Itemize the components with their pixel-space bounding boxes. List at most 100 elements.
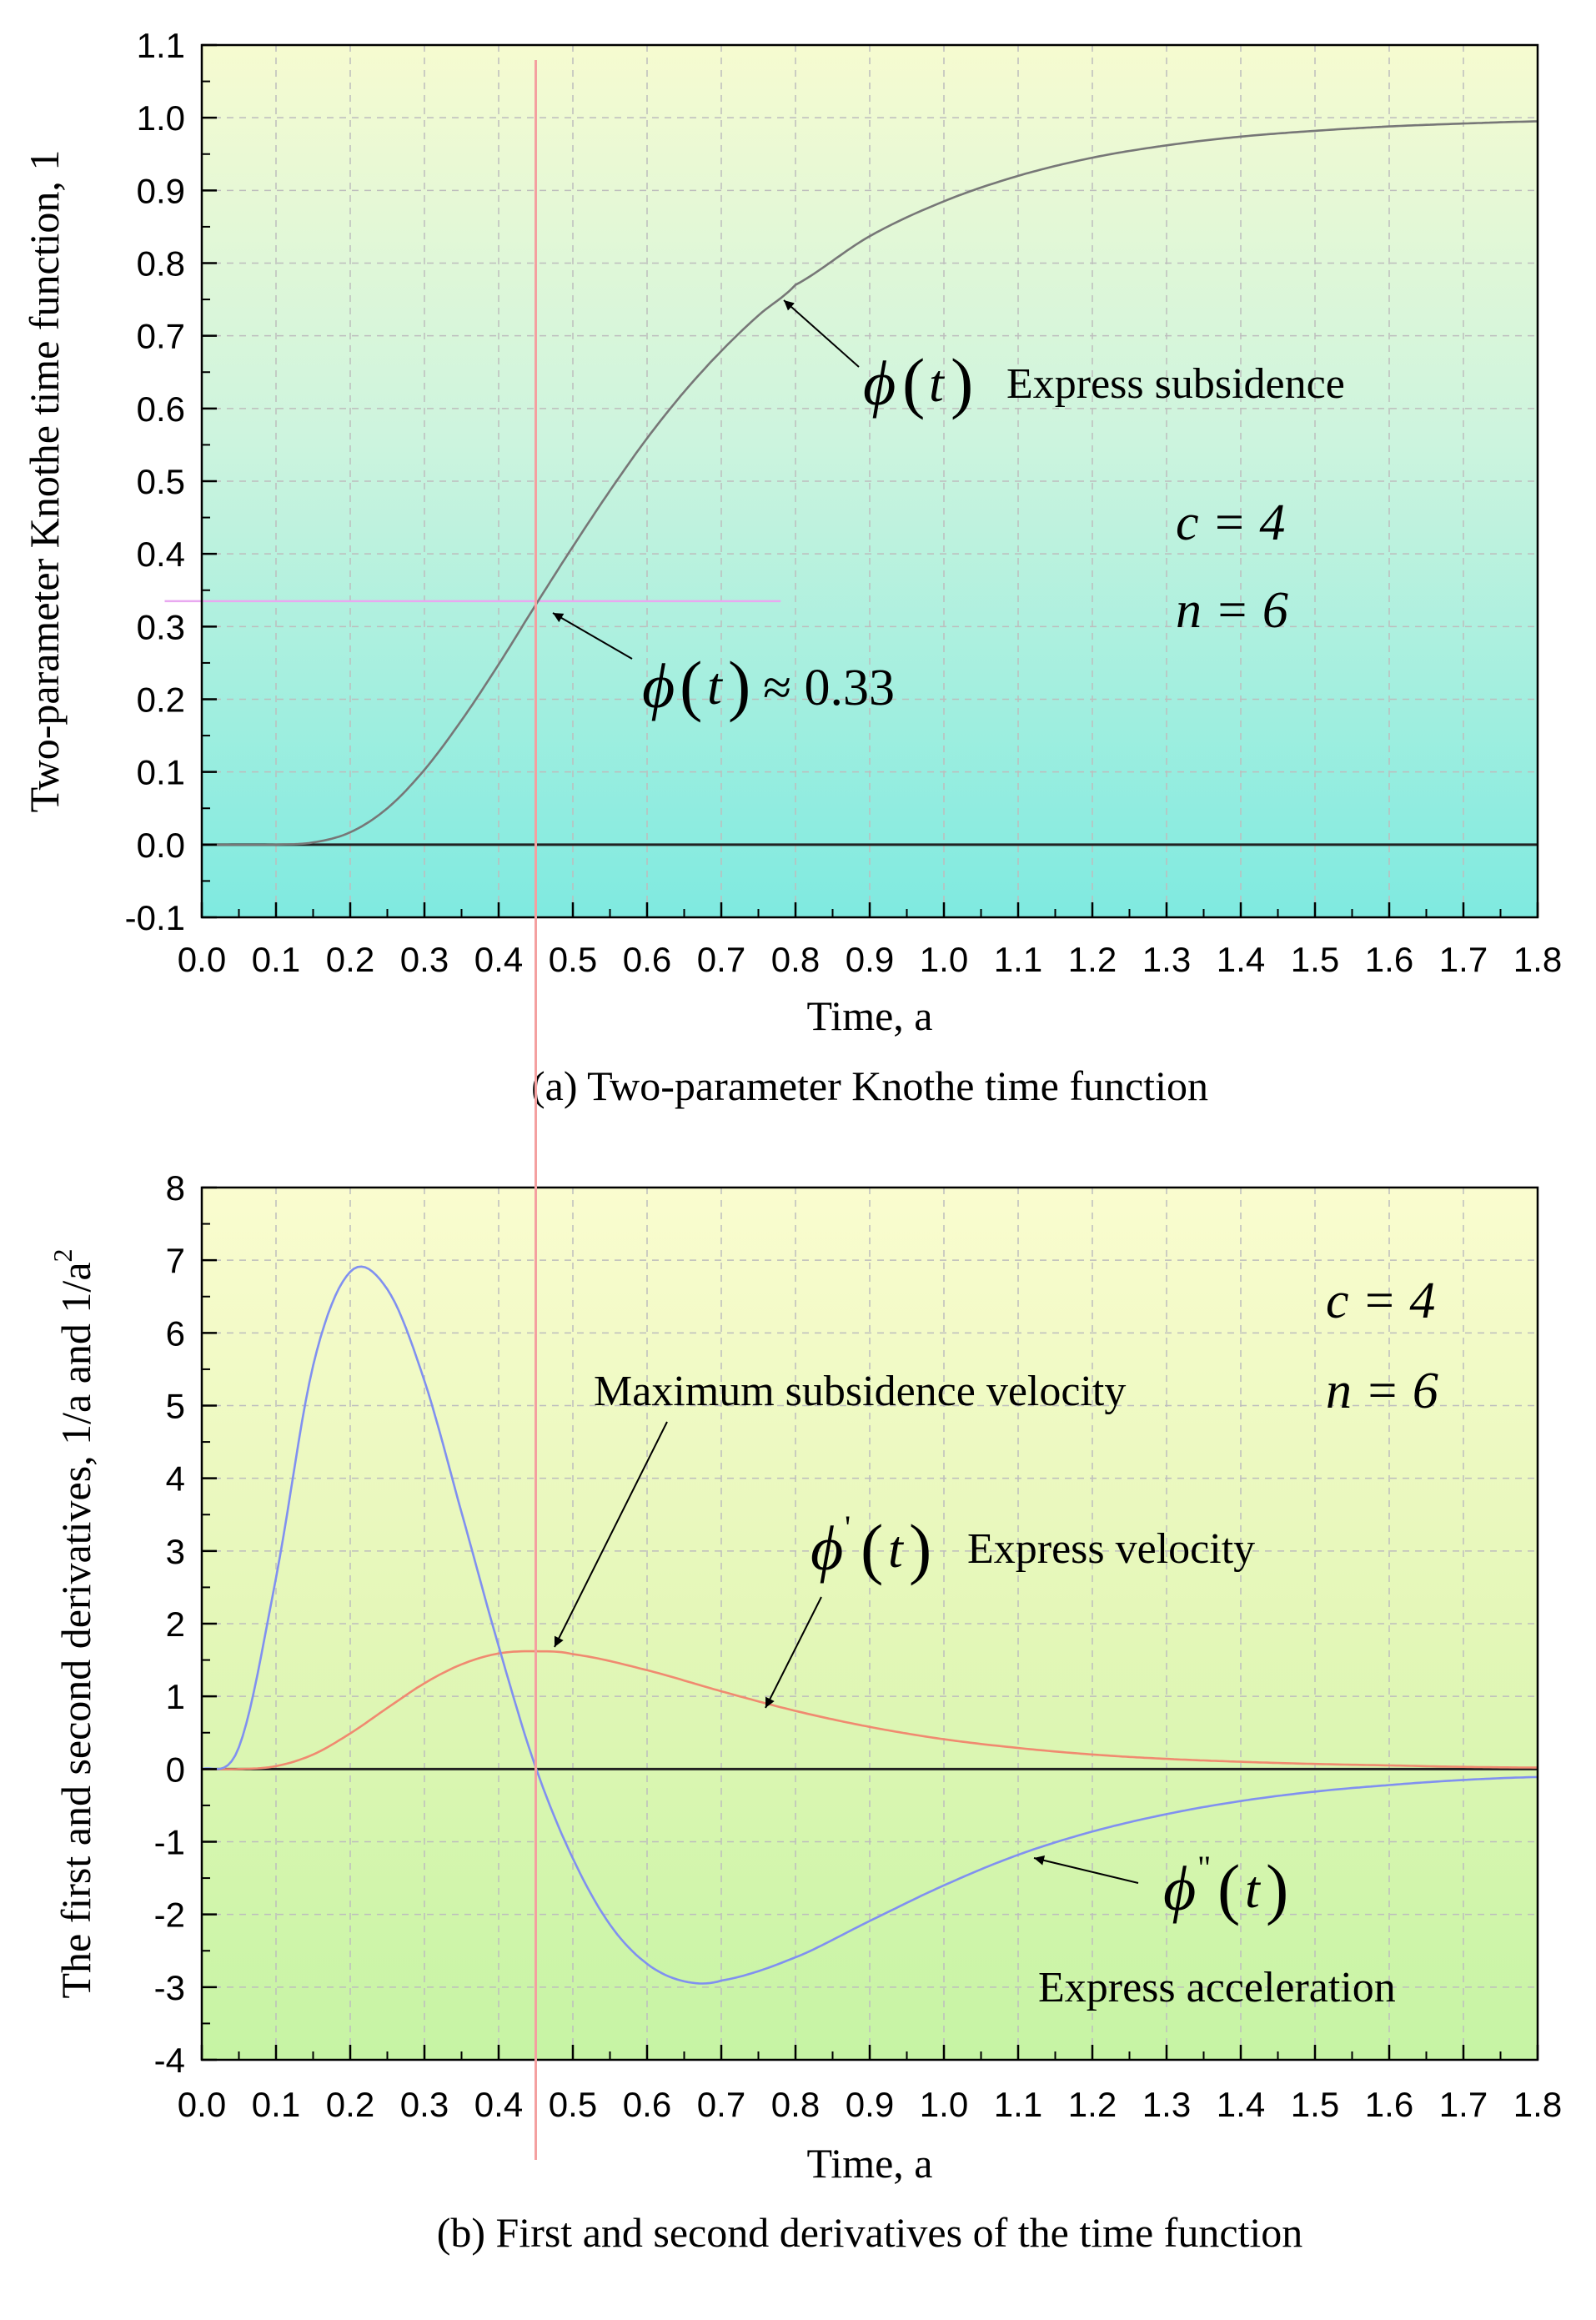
x-tick-label: 0.0 bbox=[178, 940, 226, 979]
caption-a: (a) Two-parameter Knothe time function bbox=[531, 1062, 1208, 1109]
x-tick-label: 1.0 bbox=[920, 940, 968, 979]
x-tick-label: 0.3 bbox=[400, 2085, 449, 2124]
ticks-a bbox=[200, 43, 1539, 919]
param-n-a: n = 6 bbox=[1176, 582, 1288, 639]
arrow-subsidence bbox=[783, 299, 860, 368]
y-tick-label: -2 bbox=[154, 1896, 185, 1935]
arrow-acceleration bbox=[1033, 1855, 1139, 1884]
ticks-b bbox=[200, 1186, 1539, 2061]
x-tick-label: 0.2 bbox=[326, 940, 374, 979]
phi-symbol: ϕ bbox=[1163, 1854, 1196, 1924]
open-paren: ( bbox=[902, 344, 925, 420]
x-tick-label: 1.6 bbox=[1365, 940, 1413, 979]
y-tick-labels-b: -4 -3 -2 -1 0 1 2 3 4 5 6 7 8 bbox=[154, 1168, 185, 2080]
x-tick-label: 0.5 bbox=[549, 940, 597, 979]
x-tick-label: 0.8 bbox=[771, 940, 820, 979]
y-tick-label: 8 bbox=[166, 1168, 185, 1208]
phi-symbol: ϕ bbox=[811, 1514, 843, 1584]
param-n-b: n = 6 bbox=[1326, 1363, 1438, 1419]
acceleration-label: Express acceleration bbox=[1038, 1964, 1396, 2011]
x-tick-label: 0.1 bbox=[252, 2085, 300, 2124]
double-prime-symbol: " bbox=[1197, 1849, 1211, 1886]
x-tick-label: 0.6 bbox=[623, 940, 671, 979]
velocity-label: Express velocity bbox=[967, 1525, 1255, 1573]
y-tick-label: 0.7 bbox=[137, 317, 185, 356]
x-axis-label-b: Time, a bbox=[807, 2140, 933, 2187]
y-tick-label: 0.9 bbox=[137, 171, 185, 210]
series-line-velocity bbox=[202, 1650, 1538, 1770]
y-tick-label: 0.1 bbox=[137, 753, 185, 792]
x-tick-labels-a: 0.0 0.1 0.2 0.3 0.4 0.5 0.6 0.7 0.8 0.9 1.0 1.1 1.2 1… bbox=[178, 940, 1562, 979]
max-velocity-label: Maximum subsidence velocity bbox=[594, 1368, 1126, 1415]
x-tick-label: 0.9 bbox=[846, 940, 894, 979]
x-tick-label: 1.7 bbox=[1439, 940, 1488, 979]
open-paren: ( bbox=[861, 1510, 883, 1586]
y-axis-label-b: The first and second derivatives, 1/a an… bbox=[48, 1248, 99, 1998]
y-tick-label: 6 bbox=[166, 1313, 185, 1353]
x-tick-label: 1.6 bbox=[1365, 2085, 1413, 2124]
open-paren: ( bbox=[1217, 1850, 1240, 1926]
x-tick-label: 1.8 bbox=[1513, 2085, 1562, 2124]
y-tick-label: 1.0 bbox=[137, 98, 185, 138]
x-tick-label: 0.2 bbox=[326, 2085, 374, 2124]
y-tick-label: 0.8 bbox=[137, 244, 185, 284]
y-tick-label: -0.1 bbox=[125, 898, 185, 937]
open-paren: ( bbox=[680, 647, 702, 723]
t-symbol: t bbox=[929, 354, 946, 413]
series-line-knothe bbox=[202, 120, 1538, 846]
series-b bbox=[201, 1265, 1538, 1985]
y-tick-label: 0.3 bbox=[137, 607, 185, 646]
x-tick-label: 0.0 bbox=[178, 2085, 226, 2124]
y-tick-label: 0.2 bbox=[137, 680, 185, 720]
x-tick-label: 1.3 bbox=[1142, 940, 1191, 979]
y-axis-label-b-text: The first and second derivatives, 1/a an… bbox=[53, 1262, 99, 1998]
y-tick-label: 5 bbox=[166, 1387, 185, 1426]
y-tick-label: 2 bbox=[166, 1604, 185, 1644]
x-tick-label: 1.5 bbox=[1291, 940, 1339, 979]
x-tick-label: 1.4 bbox=[1217, 2085, 1265, 2124]
approx-value: ≈ 0.33 bbox=[763, 660, 895, 716]
x-tick-label: 1.4 bbox=[1217, 940, 1265, 979]
y-tick-label: 0.0 bbox=[137, 826, 185, 865]
x-tick-label: 0.9 bbox=[846, 2085, 894, 2124]
y-tick-label: -1 bbox=[154, 1823, 185, 1862]
x-tick-label: 1.0 bbox=[920, 2085, 968, 2124]
x-tick-label: 1.2 bbox=[1068, 2085, 1117, 2124]
arrow-approx bbox=[552, 612, 633, 660]
close-paren: ) bbox=[1266, 1850, 1288, 1926]
param-c-b: c = 4 bbox=[1326, 1273, 1435, 1329]
t-symbol: t bbox=[1245, 1860, 1262, 1919]
close-paren: ) bbox=[909, 1510, 931, 1586]
panel-a: -0.10.00.10.20.30.40.50.60.70.80.91.01.1… bbox=[21, 26, 1562, 1109]
prime-symbol: ' bbox=[845, 1509, 851, 1546]
y-tick-label: -4 bbox=[154, 2041, 185, 2080]
x-tick-label: 1.2 bbox=[1068, 940, 1117, 979]
annotation-subsidence: ϕ ( t ) Express subsidence bbox=[783, 299, 1345, 420]
x-tick-label: 0.7 bbox=[697, 2085, 745, 2124]
arrow-max-velocity bbox=[554, 1421, 668, 1648]
y-tick-label: 4 bbox=[166, 1459, 185, 1499]
annotation-velocity: ϕ ' ( t ) Express velocity bbox=[765, 1509, 1255, 1709]
y-axis-label-a: Two-parameter Knothe time function, 1 bbox=[21, 150, 68, 813]
x-tick-label: 1.7 bbox=[1439, 2085, 1488, 2124]
close-paren: ) bbox=[728, 647, 750, 723]
t-symbol: t bbox=[707, 656, 724, 716]
y-tick-label: -3 bbox=[154, 1968, 185, 2007]
y-tick-label: 0.4 bbox=[137, 535, 185, 574]
y-tick-label: 7 bbox=[166, 1241, 185, 1280]
y-tick-labels-a: -0.1 0.0 0.1 0.2 0.3 0.4 0.5 0.6 0.7 0.8 0.9 1.0 1.1 bbox=[125, 26, 185, 937]
series-a bbox=[202, 120, 1538, 846]
x-axis-label-a: Time, a bbox=[807, 992, 933, 1039]
x-tick-label: 1.3 bbox=[1142, 2085, 1191, 2124]
x-tick-label: 1.1 bbox=[994, 940, 1042, 979]
y-tick-label: 0.6 bbox=[137, 389, 185, 429]
subsidence-label: Express subsidence bbox=[1006, 360, 1345, 408]
arrow-velocity bbox=[765, 1596, 822, 1709]
x-tick-label: 0.1 bbox=[252, 940, 300, 979]
x-tick-label: 1.5 bbox=[1291, 2085, 1339, 2124]
x-tick-label: 0.8 bbox=[771, 2085, 820, 2124]
x-tick-label: 0.7 bbox=[697, 940, 745, 979]
x-tick-label: 0.4 bbox=[474, 940, 523, 979]
